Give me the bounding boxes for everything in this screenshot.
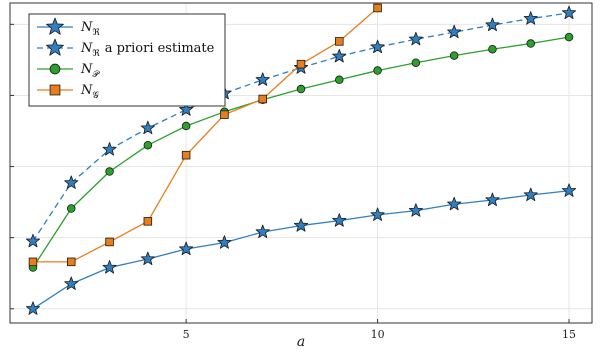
- data-point-square: [296, 59, 306, 69]
- data-point-star: [179, 241, 194, 256]
- legend-box: [28, 13, 226, 107]
- data-point-star: [523, 11, 538, 25]
- legend-label-subscript: ℜ: [92, 49, 100, 59]
- legend-label: Nℜ: [80, 20, 100, 38]
- data-point-star: [370, 39, 385, 54]
- series-3: [28, 3, 382, 267]
- data-point-circle: [143, 140, 153, 150]
- legend-label-main: N: [80, 41, 93, 56]
- data-point-circle: [296, 84, 306, 94]
- x-tick-label: 10: [371, 328, 385, 341]
- data-point-circle: [67, 204, 76, 213]
- legend-label-subscript: 𝒢: [92, 91, 99, 101]
- data-point-square: [335, 37, 344, 46]
- legend-label-subscript: 𝒫: [92, 70, 100, 80]
- data-point-star: [255, 72, 270, 86]
- series-layer: [25, 3, 577, 315]
- data-point-star: [408, 31, 423, 46]
- legend-label-subscript: ℜ: [92, 28, 100, 38]
- data-point-star: [25, 233, 41, 248]
- data-point-star: [332, 213, 347, 227]
- data-point-circle: [373, 66, 382, 75]
- data-point-star: [561, 5, 577, 20]
- data-point-star: [217, 235, 232, 249]
- x-axis-ticks: 5 10 15: [183, 319, 576, 341]
- data-point-circle: [449, 51, 459, 60]
- data-point-star: [293, 218, 309, 232]
- data-point-star: [64, 276, 79, 290]
- series-0: [25, 183, 577, 315]
- series-1: [25, 5, 577, 248]
- legend-label-main: N: [80, 20, 93, 35]
- data-point-square: [67, 257, 76, 267]
- data-point-star: [102, 142, 117, 156]
- legend-marker: [49, 63, 61, 75]
- series-line: [32, 7, 379, 263]
- data-point-star: [255, 224, 270, 239]
- data-point-square: [220, 110, 229, 119]
- data-point-circle: [411, 58, 421, 67]
- data-point-star: [485, 17, 500, 32]
- data-point-square: [373, 3, 382, 13]
- legend-label: N𝒫: [80, 62, 100, 80]
- data-point-square: [181, 150, 191, 160]
- data-point-star: [485, 192, 500, 207]
- data-point-star: [140, 120, 155, 135]
- data-point-square: [28, 257, 38, 267]
- legend-label-main: N: [80, 83, 93, 98]
- data-point-circle: [564, 32, 574, 42]
- data-point-star: [447, 196, 462, 211]
- data-point-star: [447, 24, 462, 39]
- data-point-star: [408, 203, 423, 217]
- data-point-star: [332, 48, 347, 63]
- legend-label-suffix: a priori estimate: [105, 41, 215, 56]
- x-tick-label: 15: [562, 328, 576, 341]
- x-tick-label: 5: [183, 328, 190, 341]
- data-point-star: [523, 187, 538, 202]
- data-point-star: [370, 207, 385, 221]
- data-point-circle: [488, 44, 497, 54]
- data-point-circle: [526, 39, 535, 48]
- data-point-star: [64, 175, 79, 189]
- data-point-circle: [181, 121, 191, 131]
- data-point-star: [179, 102, 194, 116]
- plot-frame: [9, 2, 593, 324]
- data-point-square: [258, 94, 267, 104]
- legend-label: N𝒢: [80, 83, 99, 101]
- legend-marker: [49, 84, 61, 96]
- legend-marker: [46, 38, 64, 56]
- legend-marker: [46, 17, 64, 35]
- legend-label: Nℜ a priori estimate: [80, 41, 215, 59]
- data-point-circle: [105, 167, 114, 176]
- data-point-square: [105, 237, 114, 247]
- data-point-circle: [335, 75, 344, 85]
- data-point-star: [140, 251, 155, 266]
- data-point-star: [102, 260, 117, 274]
- data-point-square: [143, 217, 153, 226]
- series-line: [32, 12, 570, 242]
- data-point-star: [561, 183, 577, 197]
- x-axis-title: a: [297, 334, 305, 350]
- legend-label-main: N: [80, 62, 93, 77]
- data-point-star: [25, 301, 41, 315]
